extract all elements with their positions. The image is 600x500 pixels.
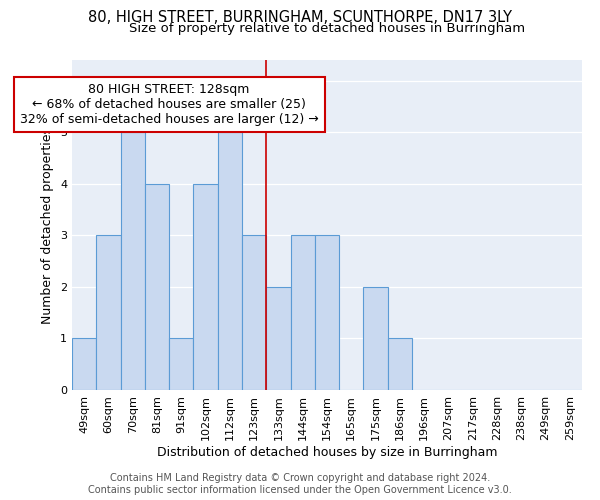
- X-axis label: Distribution of detached houses by size in Burringham: Distribution of detached houses by size …: [157, 446, 497, 458]
- Bar: [121, 132, 145, 390]
- Bar: [96, 236, 121, 390]
- Bar: [218, 132, 242, 390]
- Bar: [315, 236, 339, 390]
- Bar: [290, 236, 315, 390]
- Text: Contains HM Land Registry data © Crown copyright and database right 2024.
Contai: Contains HM Land Registry data © Crown c…: [88, 474, 512, 495]
- Bar: [169, 338, 193, 390]
- Text: 80 HIGH STREET: 128sqm
← 68% of detached houses are smaller (25)
32% of semi-det: 80 HIGH STREET: 128sqm ← 68% of detached…: [20, 83, 319, 126]
- Text: 80, HIGH STREET, BURRINGHAM, SCUNTHORPE, DN17 3LY: 80, HIGH STREET, BURRINGHAM, SCUNTHORPE,…: [88, 10, 512, 25]
- Bar: [242, 236, 266, 390]
- Bar: [388, 338, 412, 390]
- Title: Size of property relative to detached houses in Burringham: Size of property relative to detached ho…: [129, 22, 525, 35]
- Bar: [72, 338, 96, 390]
- Bar: [193, 184, 218, 390]
- Bar: [266, 287, 290, 390]
- Bar: [364, 287, 388, 390]
- Y-axis label: Number of detached properties: Number of detached properties: [41, 126, 55, 324]
- Bar: [145, 184, 169, 390]
